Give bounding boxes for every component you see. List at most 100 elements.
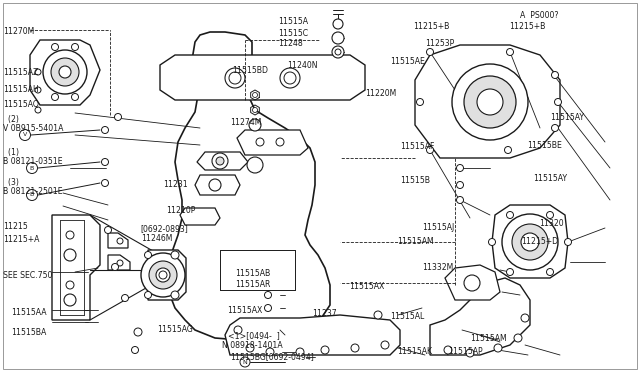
Text: 11231: 11231 bbox=[163, 180, 188, 189]
Text: B: B bbox=[30, 192, 34, 198]
Text: B 08121-2501E: B 08121-2501E bbox=[3, 187, 63, 196]
Text: 11215+B: 11215+B bbox=[413, 22, 449, 31]
Circle shape bbox=[417, 99, 424, 106]
Circle shape bbox=[66, 231, 74, 239]
Circle shape bbox=[296, 348, 304, 356]
Circle shape bbox=[264, 292, 271, 298]
Text: 11215+D: 11215+D bbox=[522, 237, 559, 246]
Circle shape bbox=[512, 224, 548, 260]
Text: 11515AH: 11515AH bbox=[3, 85, 39, 94]
Circle shape bbox=[19, 129, 31, 141]
Circle shape bbox=[514, 334, 522, 342]
Circle shape bbox=[256, 138, 264, 146]
Text: 11515AA: 11515AA bbox=[12, 308, 47, 317]
Polygon shape bbox=[197, 152, 248, 170]
Polygon shape bbox=[52, 215, 100, 320]
Circle shape bbox=[552, 71, 559, 78]
Circle shape bbox=[234, 326, 242, 334]
Text: 11515AE: 11515AE bbox=[390, 57, 425, 66]
Text: 11515BD: 11515BD bbox=[232, 66, 268, 75]
Text: V 0B915-5401A: V 0B915-5401A bbox=[3, 124, 63, 133]
Circle shape bbox=[156, 268, 170, 282]
Circle shape bbox=[452, 64, 528, 140]
Text: 11320: 11320 bbox=[540, 219, 564, 228]
Text: 11515A: 11515A bbox=[278, 17, 308, 26]
Circle shape bbox=[66, 281, 74, 289]
Text: B: B bbox=[30, 166, 34, 170]
Text: 11210P: 11210P bbox=[166, 206, 196, 215]
Text: 11215: 11215 bbox=[3, 222, 28, 231]
Polygon shape bbox=[168, 32, 330, 340]
Circle shape bbox=[506, 212, 513, 218]
Text: 11240N: 11240N bbox=[287, 61, 317, 70]
Text: 11515AM: 11515AM bbox=[397, 237, 433, 246]
Circle shape bbox=[521, 314, 529, 322]
Text: (3): (3) bbox=[3, 178, 19, 187]
Circle shape bbox=[284, 72, 296, 84]
Circle shape bbox=[253, 108, 257, 112]
Circle shape bbox=[141, 253, 185, 297]
Text: 11253P: 11253P bbox=[426, 39, 455, 48]
Circle shape bbox=[145, 251, 152, 259]
Circle shape bbox=[72, 44, 79, 51]
Circle shape bbox=[225, 68, 245, 88]
Circle shape bbox=[64, 249, 76, 261]
Circle shape bbox=[115, 113, 122, 121]
Circle shape bbox=[26, 189, 38, 201]
Circle shape bbox=[59, 66, 71, 78]
Text: (1): (1) bbox=[3, 148, 19, 157]
Text: 11515BA: 11515BA bbox=[12, 328, 47, 337]
Text: <1>[0494-  ]: <1>[0494- ] bbox=[228, 331, 280, 340]
Circle shape bbox=[374, 311, 382, 319]
Circle shape bbox=[240, 357, 250, 367]
Circle shape bbox=[104, 227, 111, 234]
Circle shape bbox=[547, 269, 554, 276]
Circle shape bbox=[149, 261, 177, 289]
Text: N 08918-1401A: N 08918-1401A bbox=[222, 341, 283, 350]
Text: 11215+A: 11215+A bbox=[3, 235, 40, 244]
Polygon shape bbox=[30, 40, 100, 105]
Circle shape bbox=[456, 182, 463, 189]
Circle shape bbox=[246, 344, 254, 352]
Circle shape bbox=[131, 346, 138, 353]
Circle shape bbox=[333, 19, 343, 29]
Circle shape bbox=[102, 126, 109, 134]
Text: 11220M: 11220M bbox=[365, 89, 396, 97]
Text: 11215+B: 11215+B bbox=[509, 22, 545, 31]
Polygon shape bbox=[225, 315, 400, 355]
Text: 11515B: 11515B bbox=[400, 176, 430, 185]
Text: 11515AR: 11515AR bbox=[236, 280, 271, 289]
Text: 11515AJ: 11515AJ bbox=[422, 223, 454, 232]
Circle shape bbox=[351, 344, 359, 352]
Polygon shape bbox=[430, 278, 530, 355]
Circle shape bbox=[102, 158, 109, 166]
Circle shape bbox=[552, 125, 559, 131]
Circle shape bbox=[134, 328, 142, 336]
Text: [0692-0893]: [0692-0893] bbox=[141, 224, 189, 233]
Text: 11515AB: 11515AB bbox=[236, 269, 271, 278]
Circle shape bbox=[332, 46, 344, 58]
Circle shape bbox=[145, 292, 152, 298]
Text: (2): (2) bbox=[3, 115, 19, 124]
Circle shape bbox=[117, 238, 123, 244]
Circle shape bbox=[253, 93, 257, 97]
Circle shape bbox=[466, 349, 474, 357]
Circle shape bbox=[464, 275, 480, 291]
Circle shape bbox=[26, 163, 38, 173]
Text: 11515BG[0692-0494]: 11515BG[0692-0494] bbox=[230, 353, 314, 362]
Text: 11246M: 11246M bbox=[141, 234, 172, 243]
Text: SEE SEC.750: SEE SEC.750 bbox=[3, 271, 52, 280]
Circle shape bbox=[72, 93, 79, 100]
Circle shape bbox=[43, 50, 87, 94]
Circle shape bbox=[102, 180, 109, 186]
Circle shape bbox=[159, 271, 167, 279]
Circle shape bbox=[216, 157, 224, 165]
Text: 11515AK: 11515AK bbox=[397, 347, 432, 356]
Circle shape bbox=[444, 346, 452, 354]
Text: 11515C: 11515C bbox=[278, 29, 308, 38]
Polygon shape bbox=[415, 45, 560, 158]
Circle shape bbox=[426, 48, 433, 55]
Circle shape bbox=[381, 341, 389, 349]
Polygon shape bbox=[180, 208, 220, 225]
Circle shape bbox=[64, 294, 76, 306]
